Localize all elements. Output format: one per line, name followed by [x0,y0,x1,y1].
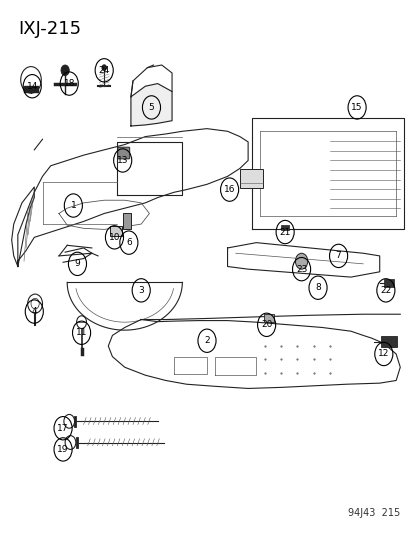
Text: 24: 24 [98,66,109,75]
Bar [239,169,262,188]
Text: IXJ-215: IXJ-215 [18,20,81,38]
Text: 16: 16 [223,185,235,194]
Text: 19: 19 [57,445,69,454]
Bar [380,336,396,347]
Text: 6: 6 [126,238,131,247]
Circle shape [61,65,69,76]
Text: 13: 13 [116,156,128,165]
Text: 10: 10 [109,233,120,242]
Bar [280,225,289,230]
FancyBboxPatch shape [117,147,129,159]
Bar [383,279,393,287]
Text: 1: 1 [70,201,76,210]
Text: 18: 18 [63,79,75,88]
Circle shape [295,253,307,269]
Text: 17: 17 [57,424,69,433]
Text: 94J43  215: 94J43 215 [347,508,399,519]
Polygon shape [24,86,38,92]
Text: 4: 4 [31,307,37,316]
Polygon shape [131,84,172,126]
Bar [122,214,131,229]
Text: 22: 22 [379,286,391,295]
Text: 11: 11 [76,328,87,337]
Text: 20: 20 [260,320,272,329]
Text: 23: 23 [295,265,306,273]
Text: 12: 12 [377,350,389,359]
Bar [110,226,121,236]
Text: 3: 3 [138,286,144,295]
Text: 9: 9 [74,260,80,268]
Text: 5: 5 [148,103,154,112]
Bar [263,314,273,322]
Circle shape [102,65,106,70]
Text: 7: 7 [335,252,341,261]
Text: 2: 2 [204,336,209,345]
Text: 8: 8 [314,283,320,292]
Text: 21: 21 [279,228,290,237]
Text: 14: 14 [26,82,38,91]
Text: 15: 15 [351,103,362,112]
